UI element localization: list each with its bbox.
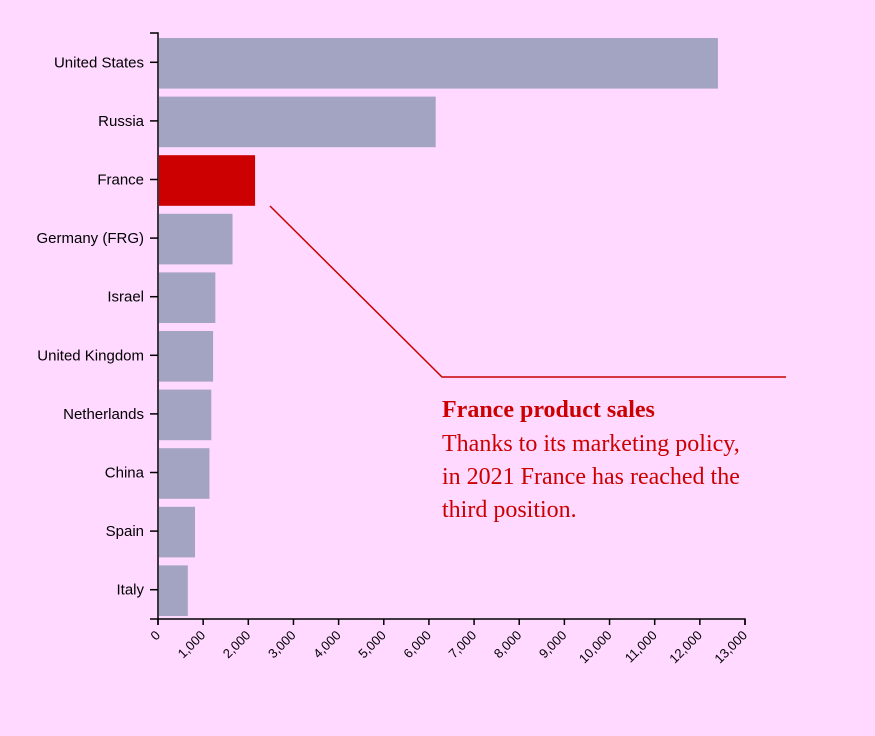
x-tick-label: 4,000: [310, 628, 344, 662]
y-tick-label: France: [97, 172, 144, 189]
annotation-text-line: Thanks to its marketing policy,: [442, 431, 740, 457]
x-tick-label: 9,000: [536, 628, 570, 662]
x-tick-label: 0: [147, 628, 163, 644]
x-tick-label: 13,000: [711, 628, 750, 667]
x-tick-label: 10,000: [576, 628, 615, 667]
x-tick-label: 2,000: [220, 628, 254, 662]
x-tick-label: 1,000: [175, 628, 209, 662]
y-tick-label: Italy: [116, 582, 144, 599]
y-tick-label: Germany (FRG): [36, 230, 144, 247]
bar: [159, 565, 188, 616]
bar: [159, 272, 216, 323]
y-tick-label: Israel: [107, 289, 144, 306]
bar: [159, 213, 233, 265]
annotation-title: France product sales: [442, 397, 655, 423]
x-axis: 0 1,000 2,000 3,000 4,000 5,000 6,000 7,000 8,00…: [147, 618, 750, 667]
bar: [159, 448, 210, 499]
annotation: France product sales Thanks to its marke…: [269, 205, 786, 523]
y-tick-label: Russia: [98, 113, 145, 130]
bars-group: [159, 38, 718, 616]
bar: [159, 506, 196, 558]
bar: [159, 331, 214, 382]
x-tick-label: 7,000: [446, 628, 480, 662]
x-tick-label: 12,000: [666, 628, 705, 667]
x-tick-label: 8,000: [491, 628, 525, 662]
y-tick-label: Spain: [106, 523, 144, 540]
x-tick-label: 5,000: [355, 628, 389, 662]
x-tick-label: 11,000: [622, 628, 660, 666]
x-tick-label: 6,000: [400, 628, 434, 662]
bar: [159, 96, 436, 148]
y-axis-line: [150, 32, 159, 620]
bar: [159, 38, 718, 89]
bar-highlighted: [159, 155, 256, 206]
bar: [159, 389, 212, 441]
y-axis: United States Russia France Germany (FRG) Is…: [36, 32, 159, 620]
y-tick-label: United Kingdom: [37, 347, 144, 364]
annotation-text-line: in 2021 France has reached the: [442, 464, 740, 490]
y-tick-label: United States: [54, 54, 144, 71]
y-tick-label: Netherlands: [63, 406, 144, 423]
annotation-text-line: third position.: [442, 497, 577, 523]
x-tick-label: 3,000: [265, 628, 299, 662]
annotation-connector-line: [269, 205, 786, 378]
x-axis-line: [157, 618, 746, 625]
y-tick-label: China: [105, 465, 145, 482]
